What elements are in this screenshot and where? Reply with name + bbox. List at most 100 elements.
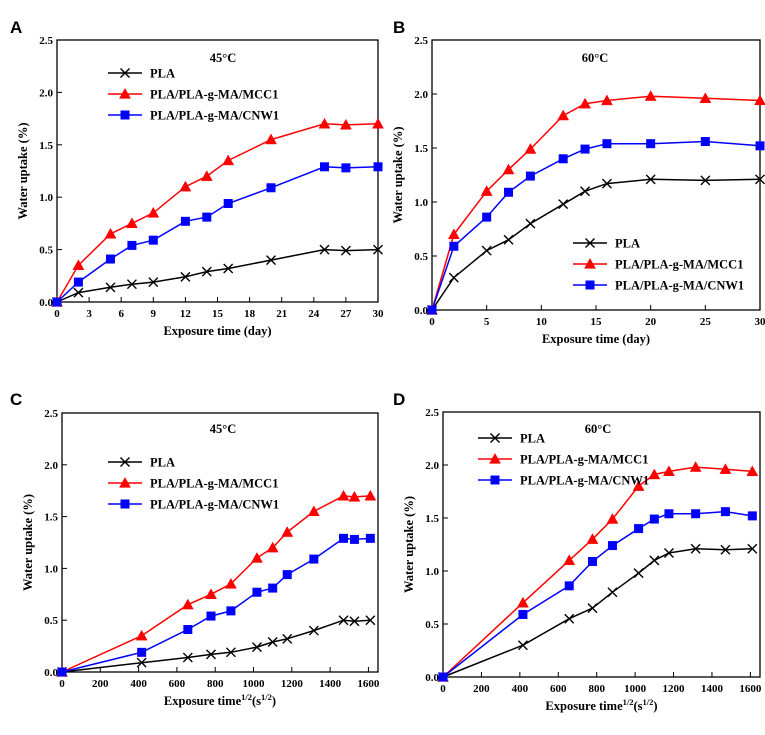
- x-axis-title-unit-sup: 1/2: [261, 692, 272, 702]
- series-2: [427, 137, 765, 315]
- data-point: [73, 287, 84, 298]
- x-tick-label: 600: [550, 683, 567, 695]
- x-tick-label: 6: [118, 308, 124, 320]
- legend-label: PLA/PLA-g-MA/MCC1: [150, 88, 278, 102]
- panel-letter: A: [10, 18, 22, 37]
- y-tick-label: 1.0: [414, 197, 428, 209]
- data-point: [646, 139, 656, 149]
- legend-marker: [119, 476, 131, 488]
- marker-stroke: [308, 625, 319, 636]
- legend: PLA PLA/PLA-g-MA/MCC1 PLA/PLA-g-MA/CNW1: [108, 67, 279, 123]
- y-tick-label: 1.5: [39, 140, 53, 152]
- data-point: [205, 588, 217, 599]
- data-point: [340, 245, 351, 256]
- data-point: [579, 97, 591, 109]
- marker-stroke: [490, 433, 500, 443]
- data-point: [349, 616, 360, 627]
- legend-marker: [120, 110, 130, 120]
- legend-marker: [585, 280, 595, 290]
- data-point: [720, 507, 730, 517]
- data-point: [447, 228, 460, 240]
- x-tick-label: 1400: [319, 678, 342, 690]
- marker-stroke: [690, 543, 701, 554]
- data-point: [564, 581, 574, 591]
- data-point: [282, 570, 292, 580]
- data-point: [644, 90, 657, 101]
- legend-label: PLA/PLA-g-MA/CNW1: [520, 474, 649, 488]
- data-point: [663, 465, 675, 477]
- marker-stroke: [448, 272, 459, 283]
- marker-stroke: [700, 175, 711, 186]
- data-point: [448, 272, 459, 283]
- data-point: [558, 154, 568, 164]
- x-tick-label: 0: [59, 678, 65, 690]
- x-tick-label: 30: [373, 308, 385, 320]
- y-tick-label: 0.5: [44, 615, 58, 627]
- data-point: [251, 642, 262, 653]
- x-tick-label: 25: [700, 316, 712, 328]
- data-point: [691, 509, 701, 519]
- marker-stroke: [282, 633, 293, 644]
- legend-marker: [119, 87, 131, 99]
- data-point: [563, 554, 576, 566]
- x-tick-label: 9: [151, 308, 157, 320]
- x-axis-title-main: Exposure time (day): [542, 332, 650, 346]
- data-point: [266, 183, 276, 193]
- data-point: [265, 133, 277, 145]
- data-point: [502, 163, 515, 175]
- series-1: [56, 489, 377, 677]
- data-point: [180, 271, 191, 282]
- plot-frame: [442, 411, 761, 678]
- x-axis-title: Exposure time1/2(s1/2): [545, 697, 657, 713]
- data-point: [518, 609, 528, 619]
- data-point: [607, 541, 617, 551]
- legend-label: PLA/PLA-g-MA/CNW1: [150, 109, 279, 123]
- y-tick-label: 2.0: [39, 87, 53, 99]
- data-point: [601, 178, 612, 189]
- marker-stroke: [585, 238, 595, 248]
- marker-stroke: [319, 244, 330, 255]
- data-point: [719, 463, 732, 474]
- legend-marker: [489, 452, 501, 464]
- data-point: [52, 297, 62, 307]
- legend-label: PLA: [150, 456, 175, 470]
- panel-c: C 0.0 0.5 1.0 1.5 2.0 2.5 0 200 400 600 800 1000 1200…: [10, 390, 380, 708]
- data-point: [320, 162, 329, 172]
- marker-stroke: [580, 186, 591, 197]
- series-2: [52, 162, 383, 307]
- x-tick-label: 15: [212, 308, 224, 320]
- marker-stroke: [136, 657, 147, 668]
- y-tick-label: 1.0: [39, 192, 53, 204]
- y-tick-label: 0.0: [414, 305, 428, 317]
- data-point: [525, 171, 535, 181]
- legend-label: PLA/PLA-g-MA/MCC1: [150, 477, 278, 491]
- data-point: [339, 118, 352, 130]
- data-point: [337, 489, 350, 501]
- data-point: [481, 245, 492, 256]
- data-point: [699, 92, 712, 103]
- x-axis-title-main: Exposure time (day): [163, 324, 271, 338]
- marker-stroke: [223, 263, 234, 274]
- data-point: [223, 198, 233, 208]
- plot-frame: [61, 412, 379, 673]
- x-tick-label: 5: [484, 316, 490, 328]
- panel-a: A 0.0 0.5 1.0 1.5 2.0 2.5 0 3 6 9 12 15 18 21 24 27 30 Wat…: [10, 18, 384, 338]
- data-point: [720, 544, 731, 555]
- data-point: [364, 489, 377, 501]
- marker-stroke: [601, 178, 612, 189]
- legend-marker: [120, 457, 130, 467]
- series-0: [52, 244, 383, 307]
- data-point: [307, 505, 320, 517]
- data-point: [125, 217, 138, 229]
- panel-letter: B: [393, 18, 405, 37]
- y-tick-label: 0.0: [44, 667, 58, 679]
- marker-stroke: [564, 613, 575, 624]
- data-point: [372, 117, 384, 129]
- x-axis-title-main: Exposure time: [545, 699, 623, 713]
- data-point: [606, 513, 619, 524]
- y-axis-title: Water uptake (%): [21, 494, 35, 591]
- data-point: [338, 615, 349, 626]
- data-point: [147, 206, 160, 218]
- data-point: [339, 533, 349, 543]
